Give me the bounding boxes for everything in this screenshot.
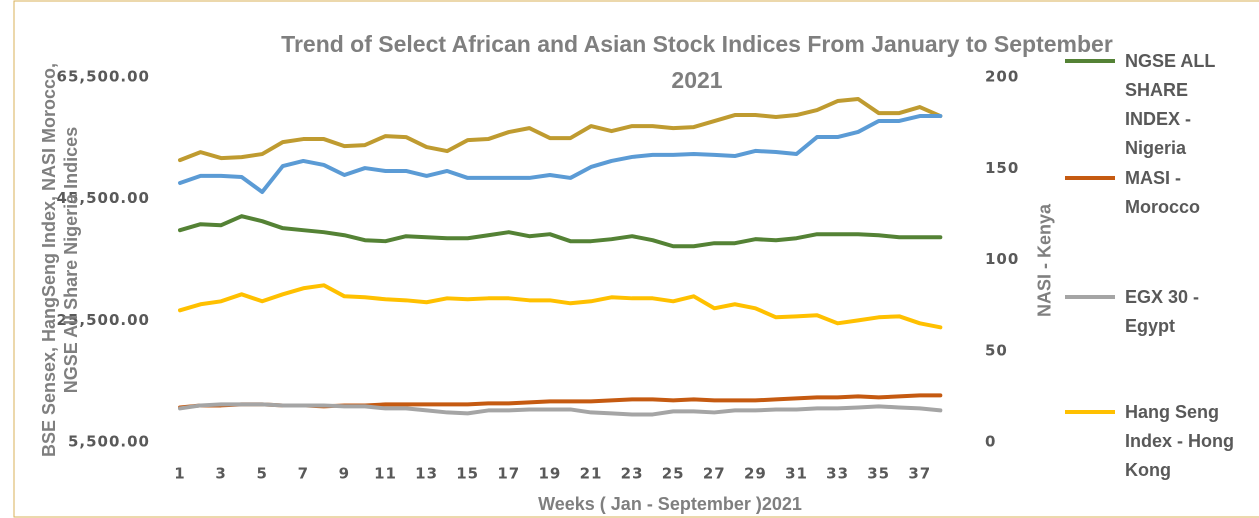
chart-border — [13, 0, 1259, 518]
x-tick-label: 9 — [339, 465, 350, 483]
x-tick-label: 19 — [538, 465, 561, 483]
series-line — [178, 402, 943, 417]
x-tick-label: 15 — [456, 465, 479, 483]
legend-swatch — [1065, 59, 1115, 63]
x-axis-label: Weeks ( Jan - September )2021 — [538, 494, 802, 514]
legend-label: NGSE ALL SHARE INDEX - Nigeria — [1125, 51, 1216, 158]
y2-tick-label: 0 — [985, 433, 996, 451]
x-tick-label: 37 — [908, 465, 931, 483]
x-tick-label: 17 — [497, 465, 520, 483]
legend-label: EGX 30 - Egypt — [1125, 287, 1200, 336]
x-tick-label: 7 — [298, 465, 309, 483]
y-tick-label: 65,500.00 — [57, 68, 150, 86]
legend-swatch — [1065, 410, 1115, 414]
y2-axis-label: NASI - Kenya — [1034, 203, 1055, 318]
y2-tick-label: 150 — [985, 159, 1019, 177]
legend-label: MASI - Morocco — [1125, 168, 1201, 217]
series-line — [178, 283, 943, 330]
x-tick-label: 31 — [785, 465, 808, 483]
legend-label: Hang Seng Index - Hong Kong — [1125, 402, 1234, 480]
legend-swatch — [1065, 176, 1115, 180]
x-tick-label: 5 — [256, 465, 267, 483]
y2-tick-label: 200 — [985, 68, 1019, 86]
y-tick-label: 25,500.00 — [57, 311, 150, 329]
legend-swatch — [1065, 295, 1115, 299]
x-tick-label: 25 — [662, 465, 685, 483]
y2-tick-label: 100 — [985, 250, 1019, 268]
y2-tick-label: 50 — [985, 341, 1008, 359]
series-line — [178, 97, 943, 163]
x-tick-label: 35 — [867, 465, 890, 483]
chart-title: Trend of Select African and Asian Stock … — [281, 31, 1113, 93]
series-line — [178, 114, 943, 194]
x-tick-label: 3 — [215, 465, 226, 483]
x-tick-label: 21 — [580, 465, 603, 483]
x-tick-label: 33 — [826, 465, 849, 483]
x-tick-label: 27 — [703, 465, 726, 483]
series-line — [178, 214, 943, 249]
x-tick-label: 29 — [744, 465, 767, 483]
y-axis-label: BSE Sensex, HangSeng Index, NASI Morocco… — [39, 62, 81, 458]
y-tick-label: 5,500.00 — [68, 433, 150, 451]
y-tick-label: 45,500.00 — [57, 189, 150, 207]
x-tick-label: 1 — [174, 465, 185, 483]
x-tick-label: 23 — [621, 465, 644, 483]
x-tick-label: 11 — [374, 465, 397, 483]
x-tick-label: 13 — [415, 465, 438, 483]
